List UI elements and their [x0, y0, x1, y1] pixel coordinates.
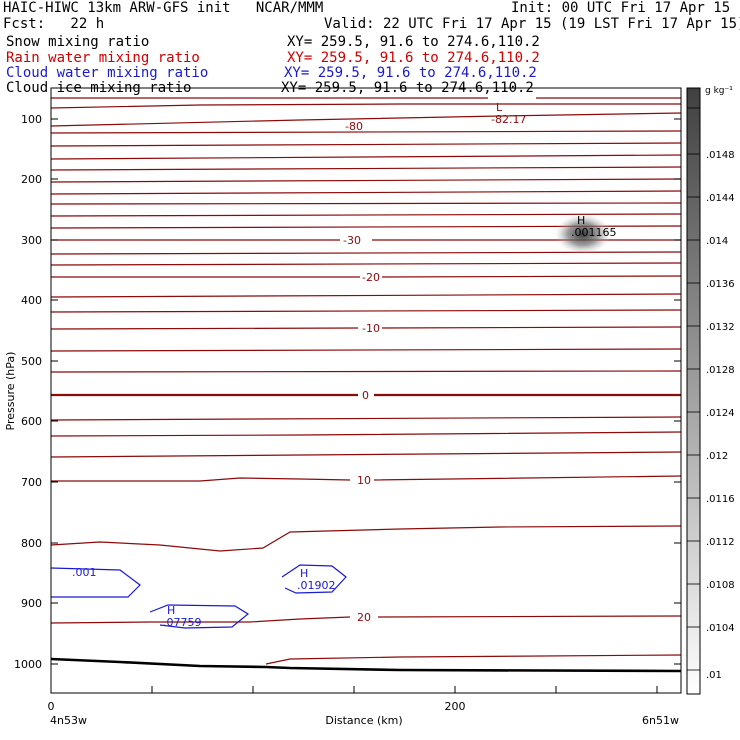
cloud-ice-shading: [555, 214, 611, 254]
x-tick-label: 200: [445, 700, 466, 713]
colorbar-tick-label: .0124: [706, 408, 735, 419]
field-rain-xy: XY= 259.5, 91.6 to 274.6,110.2: [287, 50, 540, 66]
contour-line: [50, 451, 682, 458]
contour-line: [50, 103, 681, 109]
contour-line: [50, 154, 682, 160]
y-tick-label: 400: [21, 294, 42, 307]
contour-line: [50, 166, 682, 171]
contour-line: [50, 202, 682, 205]
ice-max-mark: H: [577, 214, 585, 227]
contour-line: [50, 178, 682, 183]
ice-max-value: .001165: [571, 226, 617, 239]
colorbar: g kg⁻¹ .0148 .0144 .014 .0136 .0132 .012…: [686, 86, 735, 695]
colorbar-tick-label: .0112: [706, 537, 735, 548]
x-right-endpoint: 6n51w: [642, 714, 679, 727]
y-ticks: [51, 118, 681, 665]
temperature-label: -30: [343, 234, 361, 247]
colorbar-units: g kg⁻¹: [705, 86, 733, 96]
contour-line: [149, 604, 250, 629]
x-left-endpoint: 4n53w: [50, 714, 87, 727]
cloud-water-mark: H: [300, 567, 308, 580]
colorbar-tick-label: .0136: [706, 279, 735, 290]
contour-line: [50, 615, 682, 624]
temperature-label: 10: [357, 474, 371, 487]
chart-title: HAIC-HIWC 13km ARW-GFS init NCAR/MMM: [3, 0, 324, 16]
contour-line: [50, 567, 141, 598]
y-tick-label: 800: [21, 537, 42, 550]
contour-line: [51, 275, 682, 278]
plot-frame: [50, 87, 682, 694]
y-axis-label: Pressure (hPa): [4, 352, 17, 431]
field-snow-xy: XY= 259.5, 91.6 to 274.6,110.2: [287, 34, 540, 50]
temperature-contours: [50, 97, 682, 665]
contour-line: [50, 293, 682, 298]
contour-line: [50, 213, 682, 217]
y-tick-label: 900: [21, 597, 42, 610]
temperature-label: -80: [345, 120, 363, 133]
contour-line: [50, 431, 682, 437]
field-snow-label: Snow mixing ratio: [6, 34, 150, 50]
temperature-label: -20: [362, 271, 380, 284]
contour-line: [50, 416, 682, 421]
contour-line: [50, 262, 682, 266]
colorbar-tick-label: .0104: [706, 623, 735, 634]
field-cloudwater-xy: XY= 259.5, 91.6 to 274.6,110.2: [284, 65, 537, 81]
colorbar-fill: [686, 87, 701, 695]
cloud-water-value: .01902: [297, 579, 336, 592]
contour-line: [50, 130, 682, 134]
cloud-water-value: .07759: [163, 616, 202, 629]
valid-time: Valid: 22 UTC Fri 17 Apr 15 (19 LST Fri …: [324, 16, 740, 32]
y-axis: 100 200 300 400 500 600 700 800 900 1000…: [4, 113, 681, 671]
chart-labels: -80 -30 -20 -10 0 10 20 L -82.17 H .0011…: [72, 101, 617, 629]
y-tick-label: 1000: [14, 658, 42, 671]
y-tick-label: 700: [21, 476, 42, 489]
colorbar-tick-label: .012: [706, 451, 728, 462]
contour-line: [50, 348, 682, 352]
low-value: -82.17: [491, 113, 526, 126]
cloud-water-mark: H: [167, 604, 175, 617]
colorbar-tick-label: .0108: [706, 580, 735, 591]
contour-line: [50, 326, 682, 330]
y-tick-label: 500: [21, 355, 42, 368]
colorbar-tick-label: .0128: [706, 365, 735, 376]
forecast-hour: Fcst: 22 h: [3, 16, 105, 32]
terrain-surface: [50, 657, 682, 673]
contour-line: [265, 654, 682, 665]
field-rain-label: Rain water mixing ratio: [6, 50, 200, 66]
contour-line: [50, 370, 682, 373]
colorbar-tick-label: .014: [706, 236, 728, 247]
contour-line: [281, 564, 347, 594]
init-time: Init: 00 UTC Fri 17 Apr 15: [511, 0, 731, 16]
cloud-water-contours: [50, 564, 347, 629]
contour-line: [51, 475, 682, 482]
x-axis: 0 200 Distance (km) 4n53w 6n51w: [48, 686, 679, 727]
contour-line: [50, 309, 682, 313]
colorbar-tick-label: .01: [706, 670, 722, 681]
y-tick-label: 300: [21, 234, 42, 247]
temperature-label: 20: [357, 611, 371, 624]
contour-line: [50, 142, 682, 147]
x-axis-label: Distance (km): [325, 714, 402, 727]
colorbar-tick-label: .0144: [706, 193, 735, 204]
y-tick-label: 100: [21, 113, 42, 126]
contour-line: [50, 190, 682, 195]
contour-line: [50, 112, 682, 127]
cloud-water-value: .001: [72, 566, 97, 579]
temperature-label: 0: [362, 389, 369, 402]
colorbar-tick-label: .0148: [706, 150, 735, 161]
field-cloudwater-label: Cloud water mixing ratio: [6, 65, 209, 81]
y-tick-label: 200: [21, 173, 42, 186]
colorbar-tick-label: .0116: [706, 494, 735, 505]
temperature-label: -10: [362, 322, 380, 335]
y-tick-label: 600: [21, 415, 42, 428]
colorbar-tick-label: .0132: [706, 322, 735, 333]
contour-line: [50, 525, 682, 552]
low-mark: L: [496, 101, 503, 114]
x-tick-label: 0: [48, 700, 55, 713]
